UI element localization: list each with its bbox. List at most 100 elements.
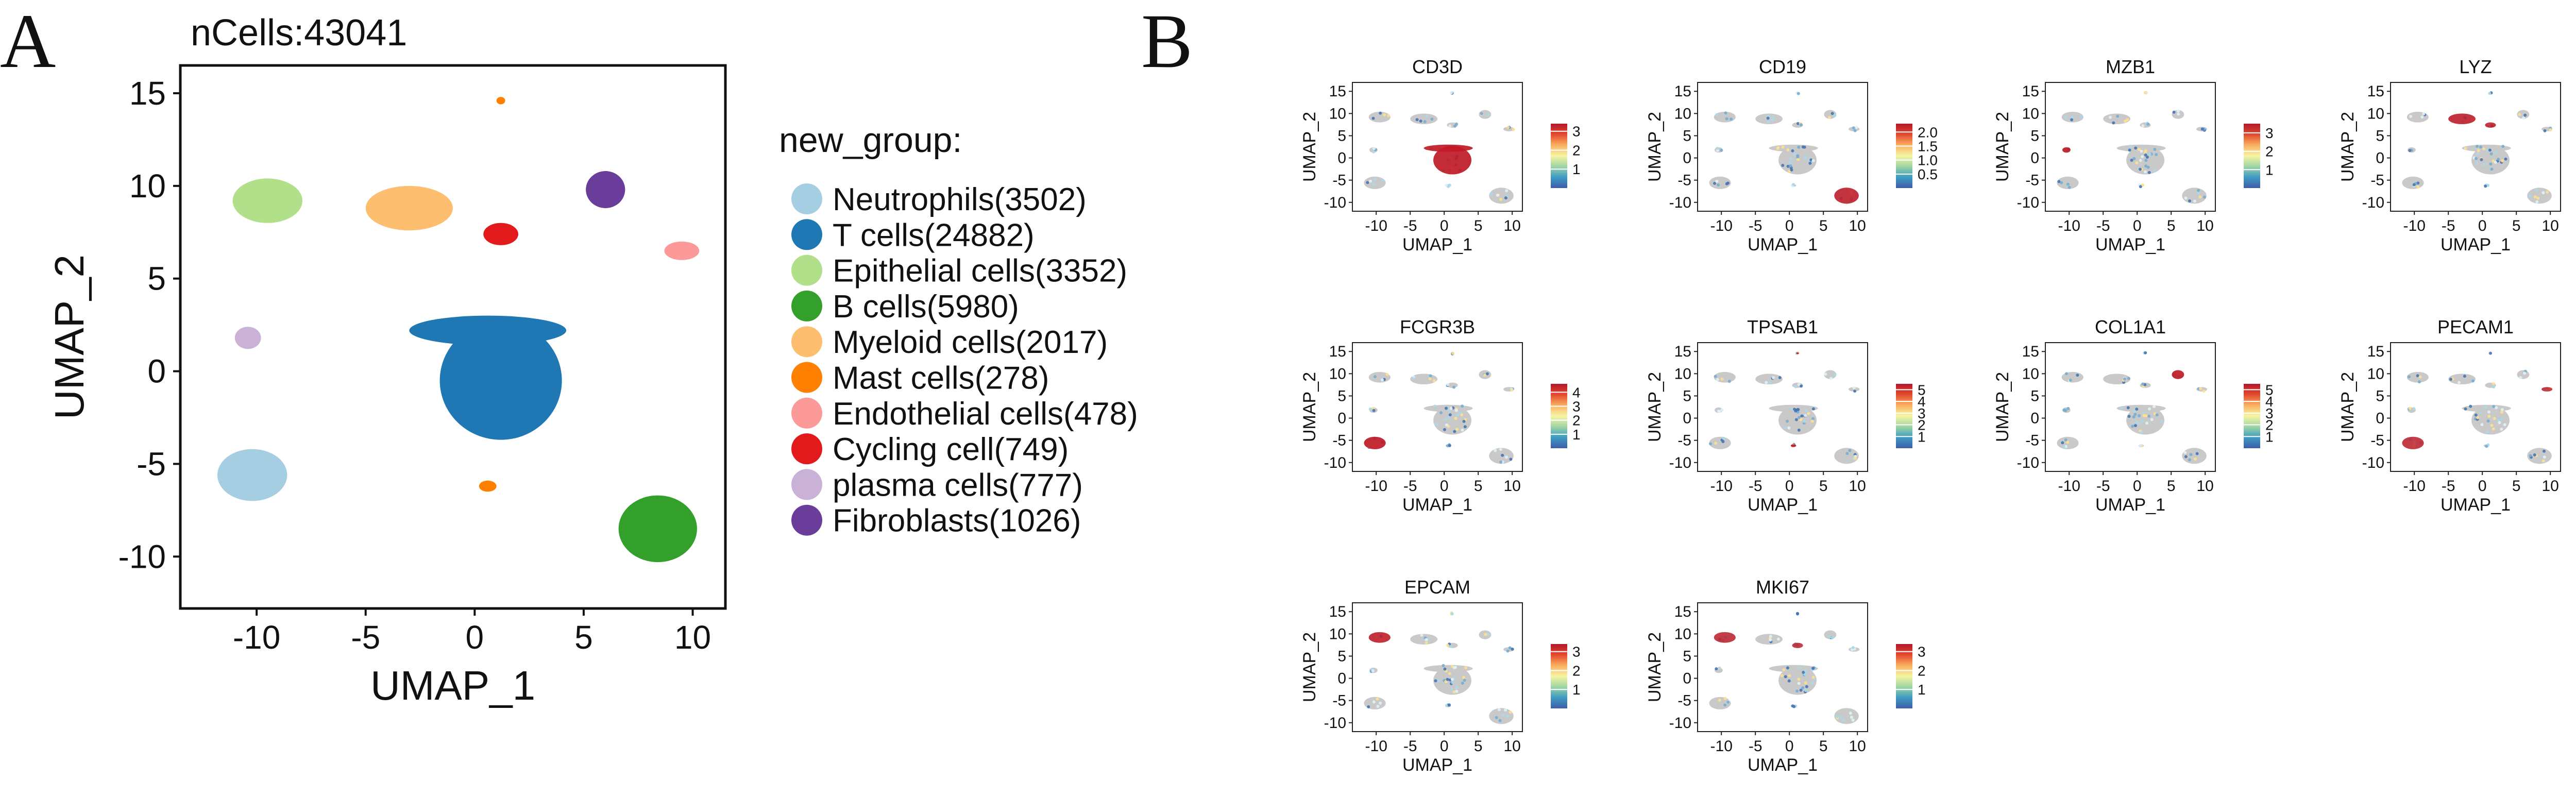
expression-dot [1839, 715, 1842, 719]
cluster-base [2103, 374, 2130, 385]
expression-dot [2153, 169, 2156, 173]
expression-dot [1484, 633, 1487, 636]
expression-dot [2112, 121, 2115, 125]
expression-dot [1784, 675, 1787, 679]
colorbar-tick-label: 3 [1918, 405, 1926, 421]
expression-dot [1444, 680, 1448, 684]
expression-dot [2155, 153, 2158, 157]
x-tick-label: 10 [1849, 217, 1866, 234]
expression-dot [1724, 111, 1727, 115]
gene-title: LYZ [2459, 56, 2492, 77]
y-tick-label: 15 [1329, 83, 1346, 100]
y-axis-label: UMAP_2 [1993, 372, 2012, 442]
expression-dot [2408, 407, 2412, 410]
x-tick-label: 10 [674, 619, 711, 656]
colorbar-tick-label: 1 [1572, 427, 1581, 443]
expression-dot [1797, 145, 1801, 149]
expression-dot [2133, 413, 2137, 416]
legend-swatch [791, 433, 822, 465]
expression-dot [1454, 409, 1458, 412]
y-tick-label: 0 [1337, 670, 1346, 687]
plot-frame [2390, 82, 2561, 212]
expression-dot [1831, 112, 1834, 115]
cluster-base [1824, 370, 1837, 379]
expression-dot [2197, 189, 2200, 192]
expression-dot [1811, 667, 1815, 670]
expression-dot [2541, 459, 2545, 463]
colorbar-tick-label: 5 [2265, 382, 2274, 398]
expression-dot [2476, 152, 2480, 156]
x-axis-label: UMAP_1 [1402, 235, 1472, 255]
expression-dot [2139, 159, 2142, 162]
y-tick-label: 10 [2022, 365, 2039, 382]
expression-dot [1446, 643, 1450, 647]
colorbar [1896, 384, 1912, 448]
expression-dot [1776, 637, 1780, 641]
expression-dot [1446, 383, 1450, 386]
x-tick-label: 0 [1440, 217, 1449, 234]
expression-dot [2126, 406, 2130, 410]
expression-dot [2172, 110, 2176, 114]
colorbar [1551, 644, 1567, 708]
expression-dot [1811, 407, 1815, 411]
expression-dot [2489, 162, 2493, 166]
expression-dot [1415, 118, 1419, 122]
expression-dot [2409, 115, 2413, 118]
expression-dot [2422, 112, 2426, 115]
expression-dot [1727, 380, 1731, 383]
x-tick-label: 0 [466, 619, 484, 656]
x-tick-label: 10 [2197, 478, 2214, 495]
cluster-base [1410, 634, 1438, 645]
expression-dot [1445, 423, 1448, 427]
y-tick-label: 5 [1683, 127, 1691, 144]
gene-panel-mzb1: MZB1 -10 -5 0 5 10 -10 -5 0 5 10 15 UMAP_1 UMAP_2 1 2 3 [1993, 56, 2274, 255]
expression-dot [1453, 430, 1456, 433]
x-tick-label: -5 [1403, 478, 1417, 495]
expression-dot [2135, 420, 2139, 424]
x-tick-label: 10 [2542, 217, 2559, 234]
expression-dot [2477, 149, 2480, 153]
expression-dot [1842, 718, 1845, 722]
expression-dot [1455, 428, 1459, 431]
expression-dot [1439, 411, 1443, 415]
expression-dot [1797, 428, 1801, 432]
expression-dot [1463, 425, 1467, 429]
expression-dot [2420, 115, 2424, 119]
expression-dot [2417, 380, 2421, 384]
expression-dot [2500, 159, 2504, 163]
expression-dot [1851, 718, 1855, 722]
x-tick-label: -5 [2442, 217, 2455, 234]
expression-dot [2127, 415, 2131, 418]
expression-dot [2469, 404, 2472, 408]
expression-dot [1717, 409, 1720, 413]
legend-swatch [791, 504, 822, 536]
cluster-b-cells [618, 495, 697, 563]
y-tick-label: 5 [1337, 387, 1346, 404]
expression-dot [2407, 375, 2411, 379]
cluster-base [1364, 176, 1386, 189]
x-axis-label: UMAP_1 [1748, 235, 1818, 255]
x-tick-label: 0 [1440, 738, 1449, 755]
cluster-t-cells [409, 315, 567, 346]
cluster-base [2517, 370, 2530, 379]
expression-dot [2138, 422, 2141, 426]
y-tick-label: 15 [2022, 343, 2039, 360]
expression-dot [2147, 171, 2151, 174]
expression-dot [1494, 449, 1497, 452]
expression-dot [2476, 416, 2480, 419]
gene-panel-mki67: MKI67 -10 -5 0 5 10 -10 -5 0 5 10 15 UMAP_1 UMAP_2 1 2 3 [1645, 577, 1926, 775]
expression-dot [2141, 124, 2145, 128]
expression-dot [2464, 147, 2467, 150]
expression-dot [1371, 182, 1375, 186]
y-axis-label: UMAP_2 [1645, 632, 1665, 702]
expression-dot [2543, 449, 2546, 453]
x-tick-label: 5 [1474, 738, 1483, 755]
expression-dot [1766, 116, 1770, 120]
expression-dot [2061, 441, 2064, 445]
main-umap-panel: nCells:43041 -10 -5 0 5 10 -10 -5 0 5 10 15 UMAP_1 UM… [46, 12, 1138, 708]
expression-dot [1451, 681, 1454, 684]
expression-dot [1511, 647, 1514, 651]
expression-dot [1853, 456, 1857, 460]
expression-dot [2475, 144, 2479, 148]
expression-dot [2484, 405, 2488, 409]
